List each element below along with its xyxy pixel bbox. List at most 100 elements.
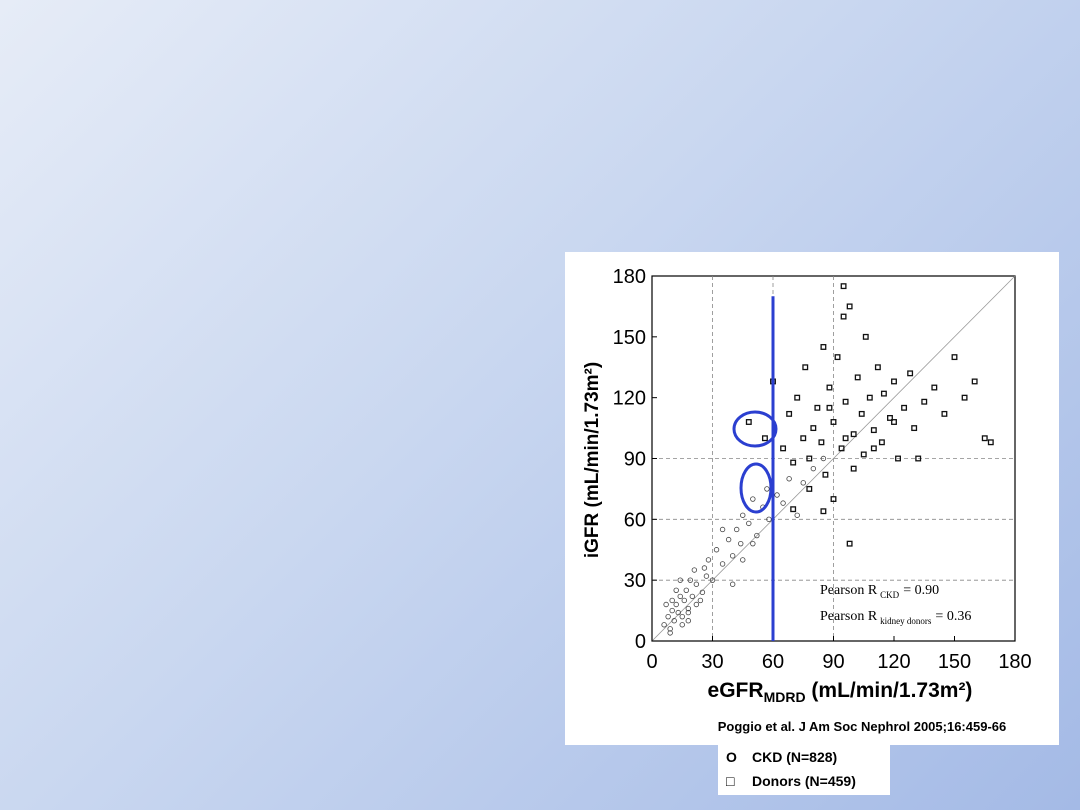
identity-line — [651, 275, 1016, 642]
stat-annotation: Pearson R CKD = 0.90 — [820, 583, 939, 600]
donor-point — [870, 427, 877, 434]
citation: Poggio et al. J Am Soc Nephrol 2005;16:4… — [718, 719, 1007, 734]
donor-point — [800, 435, 807, 442]
ckd-point — [729, 581, 736, 587]
stat-label: Pearson R — [820, 609, 878, 624]
donor-point — [790, 459, 797, 466]
ckd-point — [667, 630, 673, 636]
ckd-point — [709, 577, 716, 583]
ckd-point — [820, 455, 827, 462]
ckd-point — [669, 607, 675, 614]
donor-point — [830, 496, 837, 503]
donor-point — [895, 455, 901, 462]
ckd-point — [713, 547, 720, 553]
donor-point — [941, 410, 948, 417]
donor-point — [878, 439, 885, 446]
donor-point — [850, 465, 857, 472]
ckd-point — [687, 577, 694, 583]
ckd-point — [750, 496, 756, 502]
donor-point — [840, 313, 847, 320]
ckd-point — [677, 593, 683, 600]
donor-point — [971, 378, 978, 385]
donor-point — [854, 374, 861, 381]
donor-point — [961, 394, 968, 401]
donor-point — [880, 390, 887, 397]
ckd-point — [780, 500, 786, 506]
ckd-point — [677, 577, 683, 583]
ckd-point — [750, 540, 756, 547]
donor-point — [860, 451, 867, 458]
donor-point — [761, 435, 768, 442]
ckd-point — [693, 601, 700, 608]
donor-point — [891, 378, 897, 385]
x-tick-label: 180 — [998, 651, 1031, 673]
stat-value: = 0.90 — [903, 583, 939, 598]
donor-point — [891, 419, 897, 425]
donor-point — [830, 419, 837, 425]
highlight-ellipse — [732, 410, 778, 448]
donor-point — [862, 333, 869, 340]
ckd-point — [685, 605, 691, 612]
ckd-point — [673, 601, 679, 608]
ckd-point — [764, 486, 770, 492]
ckd-point — [766, 516, 772, 523]
ckd-point — [693, 581, 700, 587]
x-tick-label: 60 — [762, 651, 784, 673]
donor-point — [911, 425, 918, 432]
x-axis-label-sub: MDRD — [764, 689, 806, 705]
donor-point — [790, 506, 797, 513]
donor-point — [826, 404, 833, 411]
legend-marker: O — [726, 749, 737, 765]
ckd-point — [705, 557, 712, 563]
donor-point — [887, 414, 893, 421]
donor-point — [981, 435, 988, 442]
x-axis-label-main: eGFR — [708, 679, 764, 702]
donor-point — [806, 455, 813, 462]
y-tick-label: 120 — [613, 388, 646, 410]
x-tick-label: 120 — [877, 651, 910, 673]
ckd-point — [810, 465, 817, 472]
legend-label: Donors (N=459) — [752, 773, 856, 789]
ckd-point — [740, 557, 746, 563]
ckd-point — [729, 553, 736, 559]
stat-subscript: CKD — [880, 590, 900, 600]
donor-point — [842, 435, 849, 442]
donor-point — [806, 485, 813, 492]
y-tick-label: 150 — [613, 327, 646, 349]
donor-point — [834, 354, 841, 361]
x-tick-label: 90 — [822, 651, 844, 673]
ckd-point — [669, 597, 675, 604]
ckd-point — [725, 536, 732, 543]
ckd-point — [754, 532, 760, 539]
ckd-point — [719, 526, 726, 533]
legend-panel — [718, 742, 890, 795]
donor-point — [818, 439, 825, 446]
legend-label: CKD (N=828) — [752, 749, 837, 765]
ckd-point — [719, 561, 726, 567]
ckd-point — [685, 618, 691, 624]
y-axis-label: iGFR (mL/min/1.73m²) — [582, 362, 603, 558]
ckd-point — [746, 520, 752, 527]
ckd-point — [691, 567, 698, 573]
donor-point — [810, 425, 817, 432]
ckd-point — [681, 597, 687, 604]
y-tick-label: 180 — [613, 266, 646, 288]
donor-point — [794, 394, 801, 401]
ckd-point — [786, 476, 792, 482]
ckd-point — [794, 512, 800, 518]
donor-point — [846, 540, 853, 547]
legend-marker: □ — [726, 773, 735, 789]
ckd-point — [675, 609, 681, 616]
x-axis-label-rest: (mL/min/1.73m²) — [806, 679, 973, 702]
donor-point — [820, 344, 827, 350]
ckd-point — [665, 613, 671, 620]
donor-point — [822, 471, 829, 478]
donor-point — [826, 384, 833, 391]
stat-value: = 0.36 — [935, 609, 971, 624]
ckd-point — [689, 593, 696, 600]
ckd-point — [663, 601, 669, 608]
donor-point — [931, 384, 938, 391]
donor-point — [907, 370, 914, 377]
